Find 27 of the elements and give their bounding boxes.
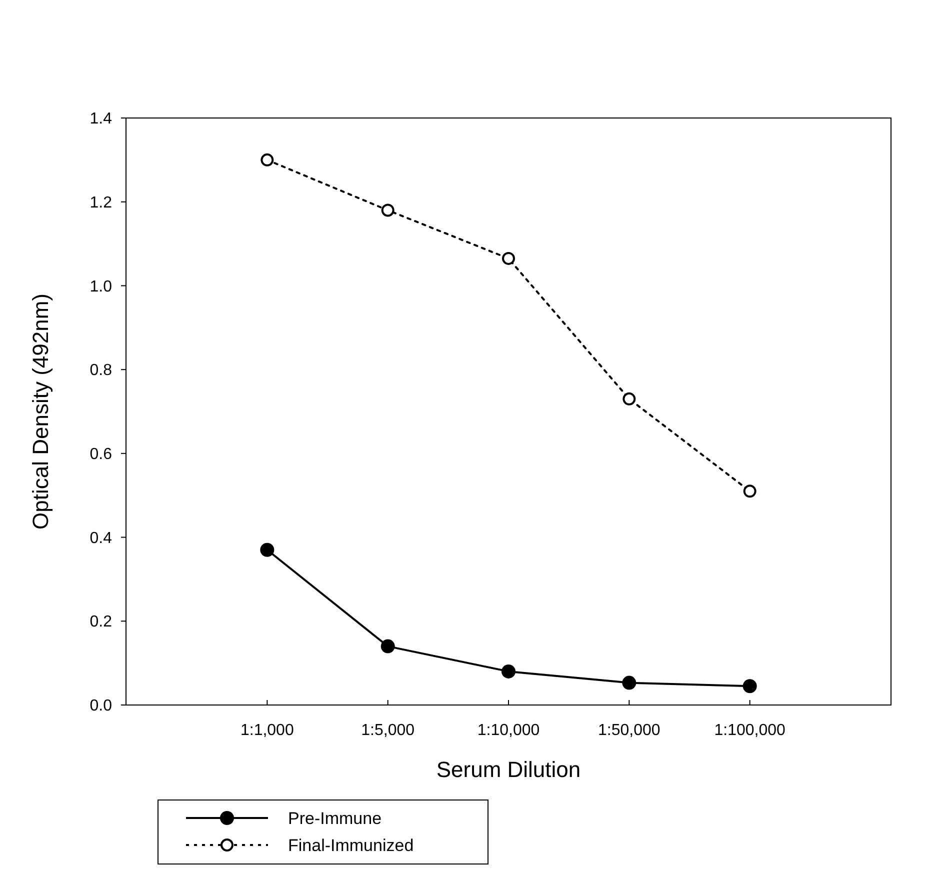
y-axis-title: Optical Density (492nm) [28,294,53,530]
x-tick-label: 1:100,000 [714,722,786,739]
x-tick-label: 1:5,000 [361,722,415,739]
point [622,676,636,690]
point [743,484,756,498]
point [622,392,636,406]
point [260,153,274,166]
y-tick-label: 1.4 [90,110,112,128]
y-tick-label: 1.2 [90,194,112,212]
y-tick-label: 0.0 [90,698,112,715]
point [381,204,394,217]
point [502,252,515,265]
x-tick-label: 1:10,000 [477,722,540,739]
y-tick-label: 0.2 [90,614,112,631]
point [502,664,516,678]
legend-label: Final-Immunized [288,836,414,855]
point [260,542,274,557]
y-tick-label: 0.8 [90,362,112,380]
legend-label: Pre-Immune [288,808,382,828]
x-tick-label: 1:1,000 [240,722,294,739]
x-tick-label: 1:50,000 [598,722,660,739]
x-axis-title: Serum Dilution [436,757,581,782]
point [742,679,757,694]
y-tick-label: 0.4 [90,530,112,547]
y-tick-label: 0.6 [90,446,112,464]
y-tick-label: 1.0 [90,278,112,296]
point [380,639,395,654]
